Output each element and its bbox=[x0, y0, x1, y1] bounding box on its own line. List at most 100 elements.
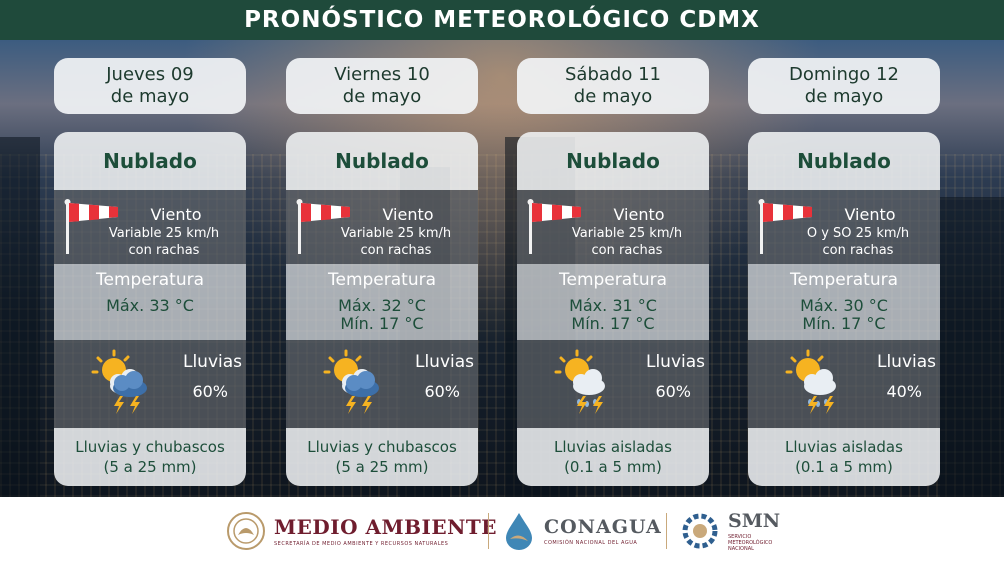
windsock-icon bbox=[758, 199, 812, 254]
medio-ambiente-title: MEDIO AMBIENTE bbox=[274, 515, 498, 539]
rain-probability: 60% bbox=[655, 382, 691, 401]
date-label: Viernes 10 de mayo bbox=[286, 58, 478, 114]
rain-description-section: Lluvias aisladas (0.1 a 5 mm) bbox=[748, 428, 940, 486]
rain-amount: (0.1 a 5 mm) bbox=[795, 458, 893, 476]
date-month: de mayo bbox=[573, 86, 653, 107]
rain-probability: 60% bbox=[424, 382, 460, 401]
date-day: Viernes 10 bbox=[334, 64, 430, 85]
forecast-card: Nublado Viento Variable 25 km/h con rach… bbox=[54, 132, 246, 486]
temperature-min: Mín. 17 °C bbox=[340, 314, 424, 333]
temperature-title: Temperatura bbox=[95, 270, 205, 290]
windsock-icon bbox=[64, 199, 118, 254]
condition-section: Nublado bbox=[517, 132, 709, 190]
temperature-title: Temperatura bbox=[789, 270, 899, 290]
wind-speed: O y SO 25 km/h bbox=[806, 226, 910, 241]
wind-section: Viento O y SO 25 km/h con rachas bbox=[748, 190, 940, 264]
condition-section: Nublado bbox=[286, 132, 478, 190]
rain-description: Lluvias y chubascos bbox=[307, 438, 457, 456]
date-month: de mayo bbox=[110, 86, 190, 107]
condition-text: Nublado bbox=[797, 149, 891, 173]
date-day: Domingo 12 bbox=[789, 64, 899, 85]
footer-logos: MEDIO AMBIENTE SECRETARÍA DE MEDIO AMBIE… bbox=[0, 497, 1004, 565]
rain-description: Lluvias y chubascos bbox=[75, 438, 225, 456]
wind-title: Viento bbox=[844, 205, 896, 224]
forecast-card: Nublado Viento Variable 25 km/h con rach… bbox=[517, 132, 709, 486]
forecast-card: Nublado Viento O y SO 25 km/h con rachas… bbox=[748, 132, 940, 486]
temperature-section: Temperatura Máx. 30 °C Mín. 17 °C bbox=[748, 264, 940, 340]
smn-gear-icon bbox=[682, 513, 718, 549]
wind-title: Viento bbox=[382, 205, 434, 224]
sun-cloud-rain-lightning-icon bbox=[785, 349, 836, 414]
wind-gusts: con rachas bbox=[591, 243, 663, 258]
temperature-min: Mín. 17 °C bbox=[571, 314, 655, 333]
footer-divider bbox=[488, 513, 489, 549]
rain-section: Lluvias 60% bbox=[517, 340, 709, 428]
rain-description-section: Lluvias y chubascos (5 a 25 mm) bbox=[286, 428, 478, 486]
temperature-title: Temperatura bbox=[558, 270, 668, 290]
rain-amount: (0.1 a 5 mm) bbox=[564, 458, 662, 476]
date-month: de mayo bbox=[804, 86, 884, 107]
sun-cloud-storm-icon bbox=[91, 349, 147, 414]
date-label: Jueves 09 de mayo bbox=[54, 58, 246, 114]
rain-title: Lluvias bbox=[645, 352, 705, 372]
wind-title: Viento bbox=[613, 205, 665, 224]
medio-ambiente-logo: MEDIO AMBIENTE SECRETARÍA DE MEDIO AMBIE… bbox=[226, 507, 497, 555]
rain-probability: 40% bbox=[886, 382, 922, 401]
date-day: Sábado 11 bbox=[565, 64, 661, 85]
wind-title: Viento bbox=[150, 205, 202, 224]
condition-section: Nublado bbox=[54, 132, 246, 190]
wind-gusts: con rachas bbox=[822, 243, 894, 258]
rain-description-section: Lluvias y chubascos (5 a 25 mm) bbox=[54, 428, 246, 486]
condition-section: Nublado bbox=[748, 132, 940, 190]
sun-cloud-rain-lightning-icon bbox=[554, 349, 605, 414]
rain-title: Lluvias bbox=[414, 352, 474, 372]
rain-section: Lluvias 60% bbox=[286, 340, 478, 428]
condition-text: Nublado bbox=[103, 149, 197, 173]
conagua-logo: CONAGUA COMISIÓN NACIONAL DEL AGUA bbox=[502, 507, 662, 555]
wind-gusts: con rachas bbox=[360, 243, 432, 258]
date-label: Sábado 11 de mayo bbox=[517, 58, 709, 114]
wind-gusts: con rachas bbox=[128, 243, 200, 258]
wind-section: Viento Variable 25 km/h con rachas bbox=[286, 190, 478, 264]
conagua-title: CONAGUA bbox=[544, 516, 662, 538]
wind-section: Viento Variable 25 km/h con rachas bbox=[54, 190, 246, 264]
temperature-min: Mín. 17 °C bbox=[802, 314, 886, 333]
forecast-card: Nublado Viento Variable 25 km/h con rach… bbox=[286, 132, 478, 486]
rain-description: Lluvias aisladas bbox=[554, 438, 672, 456]
rain-amount: (5 a 25 mm) bbox=[103, 458, 197, 476]
temperature-section: Temperatura Máx. 31 °C Mín. 17 °C bbox=[517, 264, 709, 340]
smn-subtitle: SERVICIO METEOROLÓGICO NACIONAL bbox=[728, 534, 773, 552]
windsock-icon bbox=[296, 199, 350, 254]
rain-title: Lluvias bbox=[876, 352, 936, 372]
mexico-seal-icon bbox=[227, 512, 265, 550]
temperature-title: Temperatura bbox=[327, 270, 437, 290]
conagua-subtitle: COMISIÓN NACIONAL DEL AGUA bbox=[544, 540, 638, 546]
rain-description-section: Lluvias aisladas (0.1 a 5 mm) bbox=[517, 428, 709, 486]
rain-probability: 60% bbox=[192, 382, 228, 401]
sun-cloud-storm-icon bbox=[323, 349, 379, 414]
rain-title: Lluvias bbox=[182, 352, 242, 372]
smn-title: SMN bbox=[728, 510, 781, 532]
rain-amount: (5 a 25 mm) bbox=[335, 458, 429, 476]
date-month: de mayo bbox=[342, 86, 422, 107]
date-label: Domingo 12 de mayo bbox=[748, 58, 940, 114]
header-bar: PRONÓSTICO METEOROLÓGICO CDMX bbox=[0, 0, 1004, 40]
footer-divider bbox=[666, 513, 667, 549]
wind-section: Viento Variable 25 km/h con rachas bbox=[517, 190, 709, 264]
wind-speed: Variable 25 km/h bbox=[571, 226, 683, 241]
wind-speed: Variable 25 km/h bbox=[108, 226, 220, 241]
smn-logo: SMN SERVICIO METEOROLÓGICO NACIONAL bbox=[680, 507, 780, 555]
page-title: PRONÓSTICO METEOROLÓGICO CDMX bbox=[244, 7, 760, 33]
conagua-drop-icon bbox=[506, 513, 532, 550]
rain-section: Lluvias 40% bbox=[748, 340, 940, 428]
rain-section: Lluvias 60% bbox=[54, 340, 246, 428]
condition-text: Nublado bbox=[566, 149, 660, 173]
rain-description: Lluvias aisladas bbox=[785, 438, 903, 456]
temperature-section: Temperatura Máx. 32 °C Mín. 17 °C bbox=[286, 264, 478, 340]
date-day: Jueves 09 bbox=[106, 64, 194, 85]
temperature-max: Máx. 32 °C bbox=[338, 296, 426, 315]
temperature-section: Temperatura Máx. 33 °C bbox=[54, 264, 246, 340]
temperature-max: Máx. 31 °C bbox=[569, 296, 657, 315]
medio-ambiente-subtitle: SECRETARÍA DE MEDIO AMBIENTE Y RECURSOS … bbox=[274, 541, 449, 547]
windsock-icon bbox=[527, 199, 581, 254]
